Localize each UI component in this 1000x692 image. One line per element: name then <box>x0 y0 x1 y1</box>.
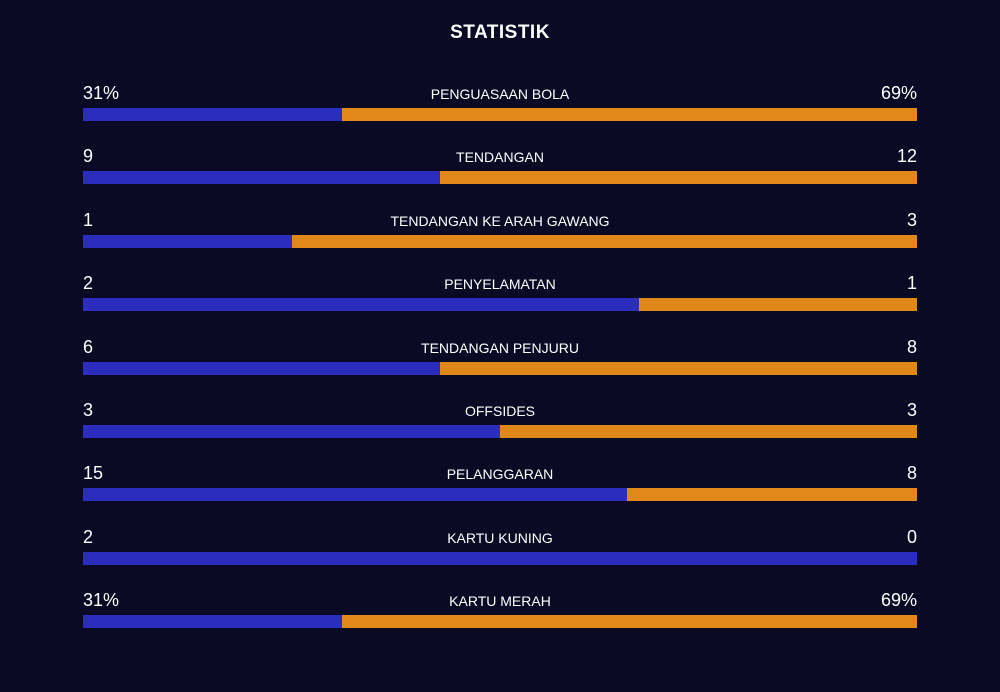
home-bar <box>83 298 639 312</box>
stat-row: 2 PENYELAMATAN 1 <box>83 272 917 332</box>
away-value: 3 <box>906 209 917 230</box>
away-bar <box>341 615 917 629</box>
stat-row: 31% KARTU MERAH 69% <box>83 589 917 649</box>
home-value: 3 <box>83 400 94 420</box>
away-value: 1 <box>906 273 917 294</box>
home-value: 2 <box>83 273 94 294</box>
away-bar <box>626 488 917 502</box>
away-bar <box>639 298 917 312</box>
away-value: 3 <box>906 400 917 420</box>
home-value: 1 <box>83 209 94 230</box>
away-value: 0 <box>906 526 917 547</box>
stat-row: 15 PELANGGARAN 8 <box>83 462 917 522</box>
home-bar <box>83 615 342 629</box>
away-bar <box>440 361 917 375</box>
away-bar <box>341 108 917 121</box>
home-value: 2 <box>83 526 94 547</box>
away-value: 8 <box>906 336 917 357</box>
stat-row: 3 OFFSIDES 3 <box>83 399 917 459</box>
stat-label: PENGUASAAN BOLA <box>430 86 570 102</box>
home-value: 9 <box>83 146 94 167</box>
stat-label: KARTU KUNING <box>447 529 553 546</box>
home-bar <box>83 234 292 248</box>
away-bar <box>440 171 917 185</box>
away-value: 12 <box>896 146 917 167</box>
home-bar <box>83 488 627 502</box>
home-value: 15 <box>83 463 104 484</box>
home-value: 31% <box>83 590 120 611</box>
home-bar <box>83 108 342 121</box>
stat-label: PENYELAMATAN <box>444 276 556 293</box>
stat-row: 1 TENDANGAN KE ARAH GAWANG 3 <box>83 209 917 269</box>
home-value: 31% <box>83 83 120 103</box>
stat-label: PELANGGARAN <box>446 466 554 483</box>
away-value: 8 <box>906 463 917 484</box>
home-bar <box>83 171 441 185</box>
title: STATISTIK <box>450 22 550 43</box>
home-value: 6 <box>83 336 94 357</box>
home-bar <box>83 425 500 438</box>
stat-label: TENDANGAN KE ARAH GAWANG <box>390 212 610 229</box>
stat-row: 2 KARTU KUNING 0 <box>83 526 917 586</box>
home-bar <box>83 551 917 565</box>
home-bar <box>83 361 441 375</box>
away-bar <box>291 234 917 248</box>
away-value: 69% <box>880 590 917 611</box>
stat-row: 31% PENGUASAAN BOLA 69% <box>83 82 917 142</box>
stat-label: OFFSIDES <box>464 403 535 419</box>
stat-row: 6 TENDANGAN PENJURU 8 <box>83 336 917 396</box>
away-bar <box>500 425 917 438</box>
stat-label: TENDANGAN <box>456 149 544 166</box>
stat-label: TENDANGAN PENJURU <box>421 339 579 356</box>
stat-label: KARTU MERAH <box>449 593 551 610</box>
away-value: 69% <box>880 83 917 103</box>
stat-row: 9 TENDANGAN 12 <box>83 145 917 205</box>
